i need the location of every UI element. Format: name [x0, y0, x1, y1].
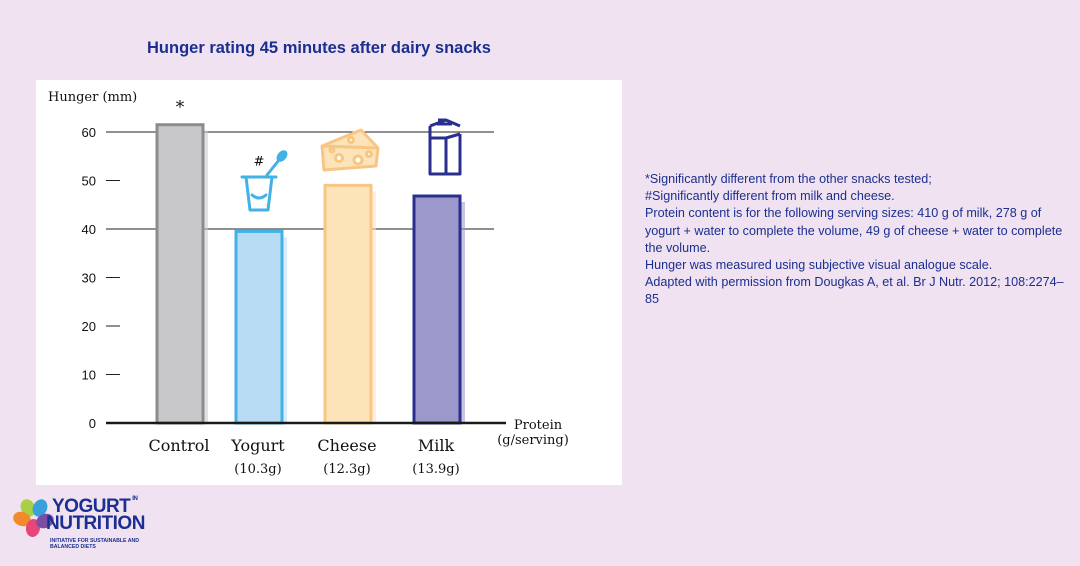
chart-title: Hunger rating 45 minutes after dairy sna…: [147, 39, 491, 57]
y-tick-label: 60: [82, 125, 96, 140]
bar-chart: Hunger (mm) 0 10 20 30 40 50 60 * Control # Yogurt (…: [48, 90, 569, 477]
category-label: Milk: [418, 436, 455, 455]
y-tick-label: 50: [82, 174, 96, 189]
footnote-5: Adapted with permission from Dougkas A, …: [645, 275, 1064, 307]
y-tick-label: 10: [82, 368, 96, 383]
logo-tagline: Initiative for sustainable and balanced …: [50, 538, 139, 551]
footnote-4: Hunger was measured using subjective vis…: [645, 258, 993, 273]
significance-marker: *: [176, 98, 185, 118]
y-tick-label: 30: [82, 271, 96, 286]
category-sublabel: (12.3g): [323, 462, 370, 477]
category-label: Control: [148, 436, 209, 455]
logo-in: IN: [132, 496, 138, 502]
bar: [234, 229, 284, 425]
logo-line-2: NUTRITION: [46, 513, 145, 534]
chart-panel: Hunger (mm) 0 10 20 30 40 50 60 * Control # Yogurt (…: [36, 80, 622, 485]
milk-carton-icon: [428, 118, 462, 176]
category-label: Cheese: [317, 436, 376, 455]
logo-line-1: YOGURT IN: [52, 496, 138, 517]
footnote-1: *Significantly different from the other …: [645, 172, 932, 186]
yogurt-cup-icon: [240, 150, 288, 212]
footnote-2: #Significantly different from milk and c…: [645, 189, 895, 204]
footnote-3: Protein content is for the following ser…: [645, 206, 1063, 255]
category-sublabel: (13.9g): [412, 462, 459, 477]
category-label: Yogurt: [230, 436, 285, 455]
significance-marker: #: [254, 154, 265, 169]
x-axis-title-line-2: (g/serving): [497, 433, 569, 448]
yogurt-in-nutrition-logo-icon: [13, 499, 54, 537]
cheese-icon: [320, 128, 380, 172]
category-sublabel: (10.3g): [234, 462, 281, 477]
bar: [412, 194, 462, 425]
y-tick-label: 20: [82, 319, 96, 334]
y-tick-label: 0: [89, 416, 96, 431]
y-tick-label: 40: [82, 222, 96, 237]
y-axis-title: Hunger (mm): [48, 90, 137, 105]
x-axis-title-line-1: Protein: [514, 418, 563, 433]
bar: [155, 123, 205, 425]
footnotes: *Significantly different from the other …: [645, 171, 1073, 309]
bar: [323, 183, 373, 425]
